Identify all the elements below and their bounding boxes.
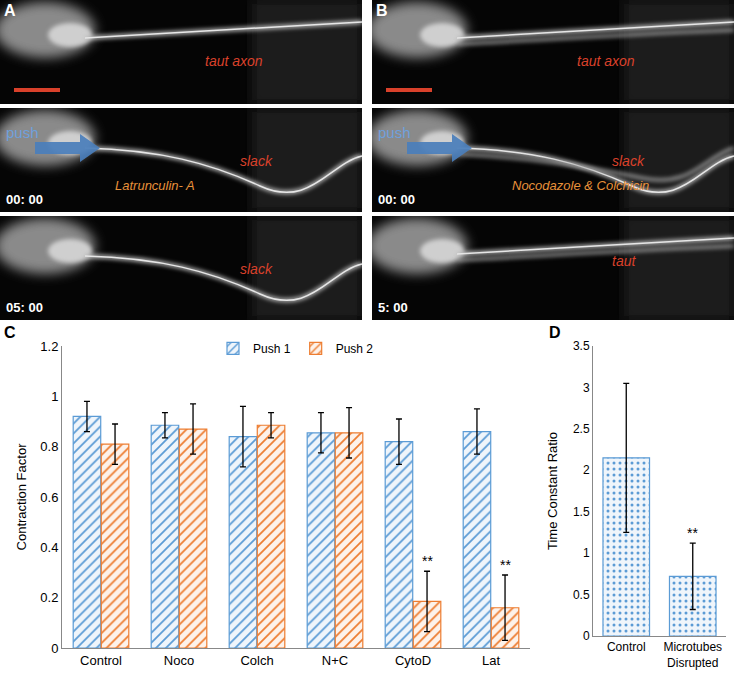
svg-text:taut axon: taut axon: [205, 53, 263, 69]
svg-text:**: **: [500, 557, 511, 573]
svg-text:0.4: 0.4: [40, 540, 58, 555]
svg-text:05: 00: 05: 00: [6, 300, 43, 315]
svg-text:0.5: 0.5: [573, 588, 590, 602]
svg-text:Latrunculin- A: Latrunculin- A: [115, 178, 195, 193]
svg-text:Push 1: Push 1: [253, 342, 291, 356]
svg-text:**: **: [422, 553, 433, 569]
svg-text:1: 1: [583, 546, 590, 560]
svg-text:CytoD: CytoD: [395, 653, 431, 668]
svg-text:Contraction Factor: Contraction Factor: [14, 443, 29, 551]
svg-text:slack: slack: [612, 153, 645, 169]
svg-text:Lat: Lat: [482, 653, 500, 668]
svg-text:slack: slack: [240, 153, 273, 169]
svg-text:Time Constant Ratio: Time Constant Ratio: [545, 432, 560, 550]
svg-text:A: A: [4, 2, 16, 19]
svg-text:3: 3: [583, 381, 590, 395]
svg-text:Push 2: Push 2: [336, 342, 374, 356]
svg-text:0.8: 0.8: [40, 439, 58, 454]
svg-text:5: 00: 5: 00: [378, 300, 408, 315]
svg-text:0.6: 0.6: [40, 490, 58, 505]
svg-text:0: 0: [583, 629, 590, 643]
svg-text:taut: taut: [612, 253, 636, 269]
svg-text:00: 00: 00: 00: [6, 192, 43, 207]
svg-text:1: 1: [51, 389, 58, 404]
svg-text:Colch: Colch: [240, 653, 273, 668]
svg-text:push: push: [378, 124, 411, 141]
svg-text:Noco: Noco: [164, 653, 194, 668]
svg-text:B: B: [376, 2, 388, 19]
svg-text:0: 0: [51, 641, 58, 656]
svg-text:Nocodazole & Colchicin: Nocodazole & Colchicin: [512, 178, 649, 193]
svg-text:taut axon: taut axon: [577, 53, 635, 69]
svg-text:N+C: N+C: [322, 653, 348, 668]
svg-text:MicrotubesDisrupted: MicrotubesDisrupted: [663, 640, 722, 670]
svg-text:1.2: 1.2: [40, 339, 58, 354]
svg-text:slack: slack: [240, 261, 273, 277]
svg-text:2.5: 2.5: [573, 422, 590, 436]
svg-text:Control: Control: [607, 640, 646, 654]
svg-text:00: 00: 00: 00: [378, 192, 415, 207]
svg-text:0.2: 0.2: [40, 590, 58, 605]
svg-text:1.5: 1.5: [573, 505, 590, 519]
svg-text:push: push: [6, 124, 39, 141]
html-text:D: D: [549, 324, 561, 341]
svg-text:2: 2: [583, 463, 590, 477]
html-text:C: C: [4, 324, 16, 341]
svg-text:Control: Control: [80, 653, 122, 668]
svg-text:3.5: 3.5: [573, 339, 590, 353]
svg-text:**: **: [687, 525, 698, 541]
